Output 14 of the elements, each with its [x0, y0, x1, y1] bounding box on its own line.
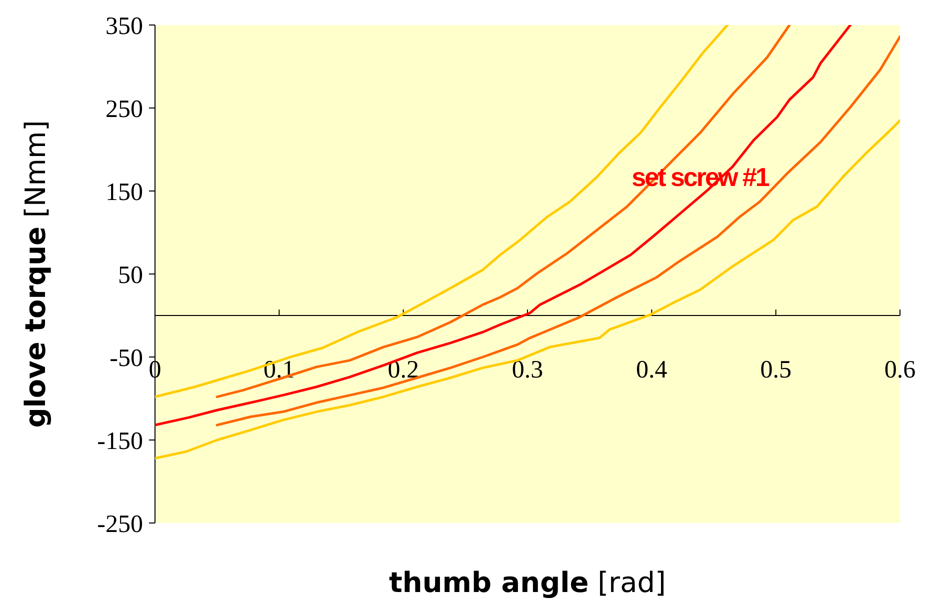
y-tick-label: -150: [97, 428, 143, 455]
x-tick-label: 0.6: [884, 356, 916, 384]
x-tick-label: 0.4: [636, 356, 668, 384]
y-tick-label: -50: [110, 344, 143, 372]
y-tick-label: 150: [106, 178, 143, 206]
y-tick-label: 350: [106, 12, 143, 40]
y-tick-label: 50: [118, 262, 143, 289]
y-tick-label: -250: [97, 510, 143, 538]
x-axis-title: thumb angle [rad]: [389, 566, 666, 599]
x-tick-label: 0.3: [512, 356, 544, 384]
line-series: [216, 25, 791, 398]
x-tick-label: 0.5: [760, 356, 792, 384]
y-tick-label: 250: [106, 96, 143, 123]
y-axis-title: glove torque [Nmm]: [19, 120, 52, 428]
